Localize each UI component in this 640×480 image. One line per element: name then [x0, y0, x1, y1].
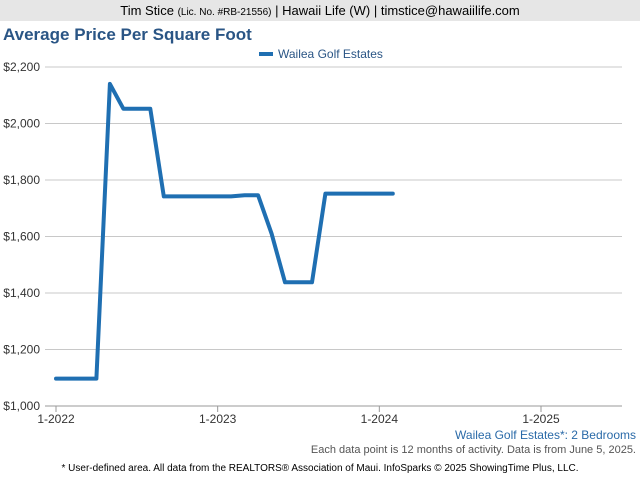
agent-license: (Lic. No. #RB-21556): [177, 7, 272, 18]
data-point: [149, 108, 151, 110]
area-caption: Wailea Golf Estates*: 2 Bedrooms: [455, 428, 636, 442]
data-point: [203, 195, 205, 197]
data-point: [82, 378, 84, 380]
data-point: [351, 193, 353, 195]
data-point: [284, 281, 286, 283]
y-axis-ticks: $1,000 $1,200 $1,400 $1,600 $1,800 $2,000 $2,2…: [3, 60, 40, 413]
agent-header: Tim Stice (Lic. No. #RB-21556) | Hawaii …: [0, 0, 640, 21]
data-point: [338, 193, 340, 195]
chart-title: Average Price Per Square Foot: [3, 25, 252, 44]
x-tick-label: 1-2023: [199, 412, 237, 426]
y-tick-label: $2,000: [3, 117, 40, 131]
data-point: [378, 193, 380, 195]
data-point: [217, 195, 219, 197]
data-point: [230, 195, 232, 197]
y-tick-label: $1,400: [3, 286, 40, 300]
data-point: [311, 281, 313, 283]
data-point: [257, 194, 259, 196]
data-point: [271, 233, 273, 235]
series-line: [54, 81, 395, 381]
y-tick-label: $1,800: [3, 173, 40, 187]
data-point: [190, 195, 192, 197]
data-point: [95, 378, 97, 380]
data-point: [392, 193, 394, 195]
data-note: Each data point is 12 months of activity…: [310, 444, 636, 456]
data-point: [365, 193, 367, 195]
chart-legend: Wailea Golf Estates: [259, 47, 383, 61]
agent-company-email: | Hawaii Life (W) | timstice@hawaiilife.…: [275, 3, 520, 18]
data-point: [68, 378, 70, 380]
data-point: [176, 195, 178, 197]
data-point: [122, 108, 124, 110]
y-tick-label: $2,200: [3, 60, 40, 74]
data-point: [324, 193, 326, 195]
data-point: [298, 281, 299, 283]
data-point: [244, 194, 246, 196]
series-layer: [54, 81, 395, 381]
data-point: [109, 83, 111, 85]
y-tick-label: $1,000: [3, 399, 40, 413]
legend-label: Wailea Golf Estates: [278, 47, 383, 61]
footer-disclaimer: * User-defined area. All data from the R…: [61, 463, 579, 474]
x-axis-ticks: 1-2022 1-2023 1-2024 1-2025: [37, 406, 560, 426]
y-tick-label: $1,200: [3, 343, 40, 357]
data-point: [136, 108, 138, 110]
data-point: [163, 195, 165, 197]
x-tick-label: 1-2025: [522, 412, 560, 426]
y-tick-label: $1,600: [3, 230, 40, 244]
x-tick-label: 1-2022: [37, 412, 75, 426]
data-point: [55, 378, 57, 380]
x-tick-label: 1-2024: [361, 412, 399, 426]
agent-name: Tim Stice: [120, 3, 174, 18]
chart-grid: [45, 66, 622, 407]
